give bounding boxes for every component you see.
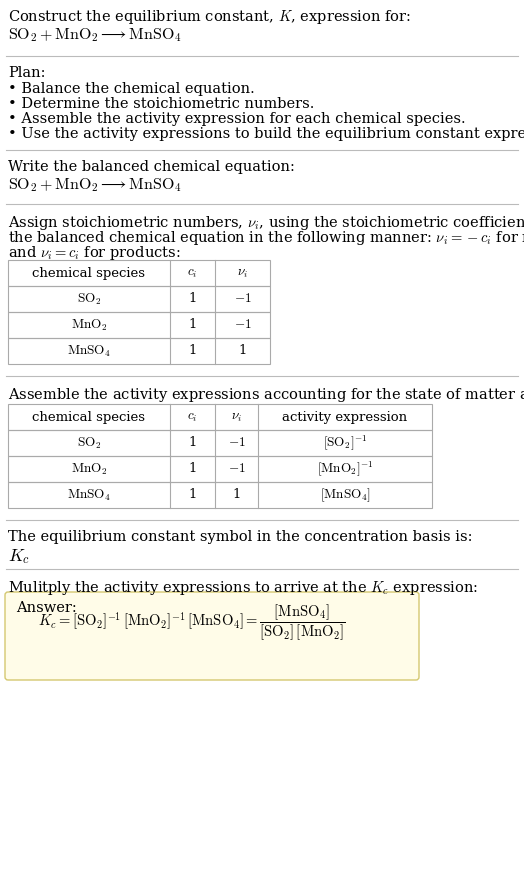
Text: $\mathrm{SO_2}$: $\mathrm{SO_2}$ (77, 291, 101, 306)
Text: $\nu_i$: $\nu_i$ (231, 411, 242, 423)
Text: The equilibrium constant symbol in the concentration basis is:: The equilibrium constant symbol in the c… (8, 530, 473, 544)
Text: the balanced chemical equation in the following manner: $\nu_i = -c_i$ for react: the balanced chemical equation in the fo… (8, 229, 524, 247)
Text: Construct the equilibrium constant, $K$, expression for:: Construct the equilibrium constant, $K$,… (8, 8, 411, 26)
Text: $\mathrm{SO_2}$: $\mathrm{SO_2}$ (77, 436, 101, 451)
Text: $\mathrm{SO_2 + MnO_2 \longrightarrow MnSO_4}$: $\mathrm{SO_2 + MnO_2 \longrightarrow Mn… (8, 26, 181, 44)
Text: $\mathrm{MnSO_4}$: $\mathrm{MnSO_4}$ (67, 488, 111, 503)
Bar (8, 312, 270, 338)
Text: $[\mathrm{MnO_2}]^{-1}$: $[\mathrm{MnO_2}]^{-1}$ (316, 460, 374, 479)
Text: $K_c = [\mathrm{SO_2}]^{-1}\,[\mathrm{MnO_2}]^{-1}\,[\mathrm{MnSO_4}] = \dfrac{[: $K_c = [\mathrm{SO_2}]^{-1}\,[\mathrm{Mn… (38, 603, 345, 643)
Text: Write the balanced chemical equation:: Write the balanced chemical equation: (8, 160, 295, 174)
Text: 1: 1 (188, 437, 196, 449)
Text: Assign stoichiometric numbers, $\nu_i$, using the stoichiometric coefficients, $: Assign stoichiometric numbers, $\nu_i$, … (8, 214, 524, 232)
Text: $c_i$: $c_i$ (187, 266, 198, 280)
Text: Assemble the activity expressions accounting for the state of matter and $\nu_i$: Assemble the activity expressions accoun… (8, 386, 524, 404)
Text: activity expression: activity expression (282, 411, 408, 423)
Text: $K_c$: $K_c$ (8, 547, 30, 566)
Text: • Use the activity expressions to build the equilibrium constant expression.: • Use the activity expressions to build … (8, 127, 524, 141)
Text: 1: 1 (188, 488, 196, 502)
Text: $\mathrm{MnO_2}$: $\mathrm{MnO_2}$ (71, 462, 107, 477)
Text: $-1$: $-1$ (234, 293, 252, 305)
Bar (8, 260, 270, 286)
Text: Plan:: Plan: (8, 66, 46, 80)
Text: 1: 1 (232, 488, 241, 502)
Bar (8, 404, 432, 430)
Bar (8, 338, 270, 364)
Text: $[\mathrm{MnSO_4}]$: $[\mathrm{MnSO_4}]$ (320, 486, 370, 504)
Text: 1: 1 (188, 293, 196, 305)
Text: and $\nu_i = c_i$ for products:: and $\nu_i = c_i$ for products: (8, 244, 180, 262)
Text: $-1$: $-1$ (234, 319, 252, 331)
Text: • Assemble the activity expression for each chemical species.: • Assemble the activity expression for e… (8, 112, 466, 126)
Bar (8, 286, 270, 312)
Text: $\nu_i$: $\nu_i$ (237, 266, 248, 280)
Text: • Determine the stoichiometric numbers.: • Determine the stoichiometric numbers. (8, 97, 314, 111)
Text: $\mathrm{MnO_2}$: $\mathrm{MnO_2}$ (71, 317, 107, 333)
Text: 1: 1 (188, 319, 196, 331)
FancyBboxPatch shape (5, 592, 419, 680)
Text: $\mathrm{SO_2 + MnO_2 \longrightarrow MnSO_4}$: $\mathrm{SO_2 + MnO_2 \longrightarrow Mn… (8, 176, 181, 194)
Text: chemical species: chemical species (32, 266, 146, 280)
Text: Mulitply the activity expressions to arrive at the $K_c$ expression:: Mulitply the activity expressions to arr… (8, 579, 478, 597)
Bar (8, 456, 432, 482)
Text: $-1$: $-1$ (227, 463, 245, 475)
Text: $c_i$: $c_i$ (187, 411, 198, 423)
Text: • Balance the chemical equation.: • Balance the chemical equation. (8, 82, 255, 96)
Text: chemical species: chemical species (32, 411, 146, 423)
Bar (8, 430, 432, 456)
Text: $-1$: $-1$ (227, 437, 245, 449)
Text: $\mathrm{MnSO_4}$: $\mathrm{MnSO_4}$ (67, 343, 111, 359)
Text: 1: 1 (188, 463, 196, 475)
Text: 1: 1 (188, 345, 196, 357)
Bar (8, 482, 432, 508)
Text: 1: 1 (238, 345, 247, 357)
Text: Answer:: Answer: (16, 601, 77, 615)
Text: $[\mathrm{SO_2}]^{-1}$: $[\mathrm{SO_2}]^{-1}$ (323, 434, 367, 453)
